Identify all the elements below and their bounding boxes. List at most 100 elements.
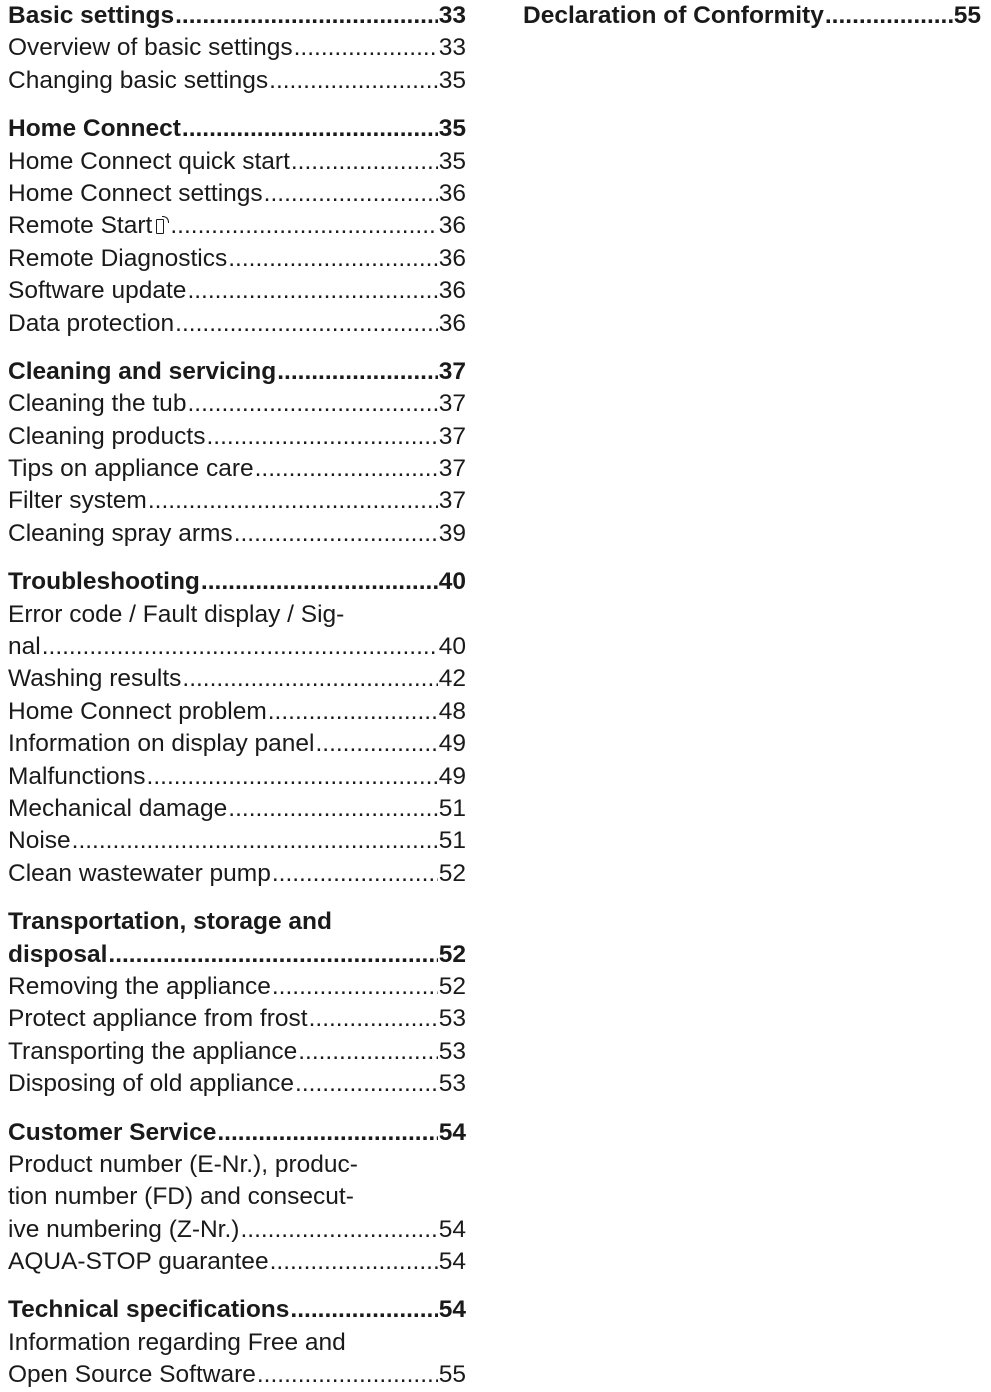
page-number: 37 (438, 390, 466, 418)
section-heading-basic-settings[interactable]: Basic settings 33 (8, 0, 466, 32)
toc-entry-home-connect-settings[interactable]: Home Connect settings 36 (8, 178, 466, 210)
toc-entry-title: Removing the appliance (8, 971, 271, 1003)
page-number: 33 (438, 34, 466, 62)
toc-section-declaration-of-conformity: Declaration of Conformity 55 (523, 0, 981, 32)
section-heading-technical-specifications[interactable]: Technical specifications 54 (8, 1294, 466, 1326)
toc-entry-noise[interactable]: Noise 51 (8, 825, 466, 857)
toc-entry-filter-system[interactable]: Filter system 37 (8, 485, 466, 517)
remote-start-icon (156, 216, 170, 235)
section-heading-title: Troubleshooting (8, 566, 200, 598)
toc-entry-title: Data protection (8, 308, 174, 340)
page-number: 49 (438, 762, 466, 790)
toc-entry-title: Remote Start (8, 210, 170, 242)
toc-entry-cleaning-products[interactable]: Cleaning products 37 (8, 421, 466, 453)
toc-entry-nal[interactable]: nal 40 (8, 631, 466, 663)
entry-text: Cleaning spray arms (8, 519, 233, 547)
entry-text: Tips on appliance care (8, 455, 254, 483)
page-number: 51 (438, 827, 466, 855)
toc-section-basic-settings: Basic settings33Overview of basic settin… (8, 0, 466, 97)
dot-leader (147, 761, 438, 793)
toc-entry-aqua-stop-guarantee[interactable]: AQUA-STOP guarantee 54 (8, 1246, 466, 1278)
dot-leader (309, 1003, 438, 1035)
toc-entry-remote-start[interactable]: Remote Start 36 (8, 210, 466, 242)
dot-leader (825, 0, 953, 32)
toc-entry-changing-basic-settings[interactable]: Changing basic settings 35 (8, 65, 466, 97)
toc-entry-malfunctions[interactable]: Malfunctions 49 (8, 761, 466, 793)
entry-text: Changing basic settings (8, 66, 269, 94)
toc-entry-washing-results[interactable]: Washing results 42 (8, 663, 466, 695)
section-heading-customer-service[interactable]: Customer Service 54 (8, 1117, 466, 1149)
toc-entry-protect-appliance-from-frost[interactable]: Protect appliance from frost 53 (8, 1003, 466, 1035)
entry-text: Home Connect (8, 115, 181, 143)
toc-entry-clean-wastewater-pump[interactable]: Clean wastewater pump 52 (8, 858, 466, 890)
section-heading-troubleshooting[interactable]: Troubleshooting 40 (8, 566, 466, 598)
page-number: 48 (438, 697, 466, 725)
toc-entry-title: Cleaning products (8, 421, 205, 453)
entry-text: Technical specifications (8, 1296, 290, 1324)
page-number: 36 (438, 179, 466, 207)
toc-entry-title: Cleaning the tub (8, 388, 186, 420)
toc-entry-title: Malfunctions (8, 761, 146, 793)
dot-leader (277, 356, 438, 388)
toc-section-customer-service: Customer Service 54 Product number (E-Nr.)… (8, 1117, 466, 1279)
toc-left-column: Basic settings33Overview of basic settin… (8, 0, 466, 1392)
toc-entry-software-update[interactable]: Software update 36 (8, 275, 466, 307)
dot-leader (269, 65, 438, 97)
dot-leader (228, 793, 437, 825)
toc-entry-title: Transporting the appliance (8, 1036, 297, 1068)
toc-entry-data-protection[interactable]: Data protection 36 (8, 308, 466, 340)
toc-entry-ive-numbering-z-nr[interactable]: ive numbering (Z-Nr.) 54 (8, 1214, 466, 1246)
toc-entry-removing-the-appliance[interactable]: Removing the appliance 52 (8, 971, 466, 1003)
toc-entry-transporting-the-appliance[interactable]: Transporting the appliance 53 (8, 1036, 466, 1068)
page-number: 42 (438, 665, 466, 693)
page-number: 54 (438, 1296, 466, 1324)
entry-text: Washing results (8, 665, 182, 693)
toc-entry-home-connect-problem[interactable]: Home Connect problem 48 (8, 696, 466, 728)
page-number: 55 (953, 2, 981, 29)
section-heading-title: Home Connect (8, 113, 181, 145)
entry-text: nal (8, 633, 41, 661)
page-number: 53 (438, 1037, 466, 1065)
toc-entry-cleaning-spray-arms[interactable]: Cleaning spray arms 39 (8, 518, 466, 550)
dot-leader (206, 421, 437, 453)
dot-leader (268, 696, 438, 728)
toc-section-home-connect: Home Connect 35 Home Connect quick start 35… (8, 113, 466, 340)
page-number: 37 (438, 422, 466, 450)
page-number: 54 (438, 1248, 466, 1276)
toc-entry-remote-diagnostics[interactable]: Remote Diagnostics 36 (8, 243, 466, 275)
page-number: 51 (438, 794, 466, 822)
toc-entry-tips-on-appliance-care[interactable]: Tips on appliance care 37 (8, 453, 466, 485)
section-heading-cleaning-and-servicing[interactable]: Cleaning and servicing 37 (8, 356, 466, 388)
toc-entry-mechanical-damage[interactable]: Mechanical damage 51 (8, 793, 466, 825)
page-number: 33 (438, 2, 466, 29)
entry-text: Filter system (8, 487, 147, 515)
section-heading-home-connect[interactable]: Home Connect 35 (8, 113, 466, 145)
dot-leader (182, 113, 438, 145)
toc-entry-title: Clean wastewater pump (8, 858, 271, 890)
toc-entry-title: ive numbering (Z-Nr.) (8, 1214, 239, 1246)
page-number: 35 (438, 66, 466, 94)
section-heading-title: disposal (8, 939, 107, 971)
toc-entry-cleaning-the-tub[interactable]: Cleaning the tub 37 (8, 388, 466, 420)
toc-entry-disposing-of-old-appliance[interactable]: Disposing of old appliance 53 (8, 1068, 466, 1100)
section-heading-disposal[interactable]: disposal 52 (8, 939, 466, 971)
section-heading-title: Technical specifications (8, 1294, 289, 1326)
page-number: 52 (438, 972, 466, 1000)
section-heading-title: Basic settings (8, 0, 174, 32)
toc-entry-information-on-display-panel[interactable]: Information on display panel 49 (8, 728, 466, 760)
dot-leader (108, 939, 437, 971)
toc-entry-title: Remote Diagnostics (8, 243, 227, 275)
toc-entry-home-connect-quick-start[interactable]: Home Connect quick start 35 (8, 146, 466, 178)
dot-leader (272, 971, 438, 1003)
section-heading-declaration-of-conformity[interactable]: Declaration of Conformity 55 (523, 0, 981, 32)
dot-leader (295, 1068, 438, 1100)
dot-leader (217, 1117, 437, 1149)
dot-leader (182, 663, 437, 695)
toc-entry-title: Tips on appliance care (8, 453, 254, 485)
entry-text: Clean wastewater pump (8, 859, 271, 887)
toc-entry-title: Software update (8, 275, 186, 307)
toc-entry-line: tion number (FD) and consecut- (8, 1183, 354, 1211)
toc-entry-overview-of-basic-settings[interactable]: Overview of basic settings 33 (8, 32, 466, 64)
dot-leader (240, 1214, 437, 1246)
toc-entry-open-source-software[interactable]: Open Source Software 55 (8, 1359, 466, 1391)
